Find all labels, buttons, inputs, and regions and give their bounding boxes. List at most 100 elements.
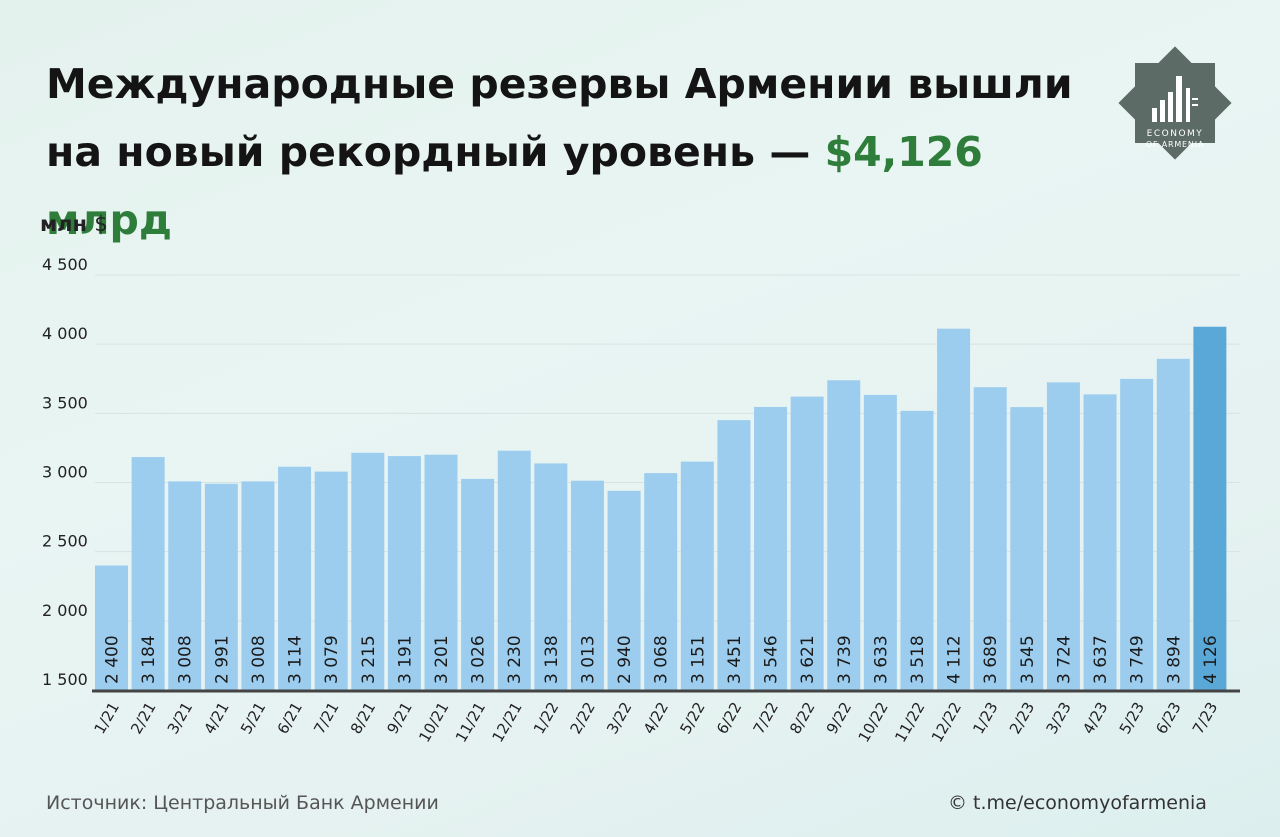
- x-tick-label-6-21: 6/21: [274, 699, 306, 737]
- x-tick-label-5-23: 5/23: [1116, 699, 1148, 737]
- bar-7-23: [1193, 326, 1227, 690]
- bar-2-23: [1010, 407, 1044, 690]
- x-tick-label-4-23: 4/23: [1079, 699, 1111, 737]
- value-label-6-21: 3 114: [286, 635, 306, 684]
- x-tick-label-6-23: 6/23: [1152, 699, 1184, 737]
- y-axis-unit-label: млн $: [40, 212, 108, 236]
- value-label-8-21: 3 215: [359, 635, 379, 684]
- x-tick-label-2-22: 2/22: [566, 699, 598, 737]
- telegram-credit[interactable]: © t.me/economyofarmenia: [948, 792, 1207, 814]
- value-label-4-21: 2 991: [212, 635, 232, 684]
- x-tick-label-3-22: 3/22: [603, 699, 635, 737]
- value-label-1-23: 3 689: [981, 635, 1001, 684]
- x-tick-label-9-22: 9/22: [823, 699, 855, 737]
- y-tick-label-2: 2 500: [42, 532, 88, 551]
- bar-2-22: [570, 480, 604, 690]
- y-tick-label-3: 3 000: [42, 463, 88, 482]
- bar-2-21: [131, 457, 165, 690]
- y-tick-label-6: 4 500: [42, 255, 88, 274]
- logo-text-line1: ECONOMY: [1147, 129, 1204, 139]
- bar-10-22: [863, 394, 897, 690]
- bar-9-21: [387, 456, 421, 690]
- value-label-5-22: 3 151: [688, 635, 708, 684]
- bar-12-21: [497, 450, 531, 690]
- x-tick-label-3-21: 3/21: [164, 699, 196, 737]
- x-tick-label-7-21: 7/21: [310, 699, 342, 737]
- x-tick-label-6-22: 6/22: [713, 699, 745, 737]
- value-label-5-21: 3 008: [249, 635, 269, 684]
- value-label-9-22: 3 739: [835, 635, 855, 684]
- value-label-11-22: 3 518: [908, 635, 928, 684]
- y-tick-label-5: 4 000: [42, 324, 88, 343]
- value-label-2-23: 3 545: [1018, 635, 1038, 684]
- bar-6-21: [278, 466, 312, 690]
- bar-10-21: [424, 454, 458, 690]
- value-label-3-21: 3 008: [176, 635, 196, 684]
- x-tick-label-8-22: 8/22: [786, 699, 818, 737]
- x-tick-label-2-21: 2/21: [127, 699, 159, 737]
- bar-3-23: [1046, 382, 1080, 690]
- value-label-6-23: 3 894: [1164, 635, 1184, 684]
- value-label-10-22: 3 633: [871, 635, 891, 684]
- bar-3-22: [607, 490, 641, 690]
- value-label-9-21: 3 191: [395, 635, 415, 684]
- x-tick-label-11-21: 11/21: [452, 699, 489, 745]
- bar-5-22: [680, 461, 714, 690]
- value-label-3-22: 2 940: [615, 635, 635, 684]
- value-label-12-21: 3 230: [505, 635, 525, 684]
- reserves-bar-chart: 1 500 2 000 2 500 3 000 3 500 4 000 4 500 2 400…: [42, 255, 1240, 745]
- x-tick-label-10-21: 10/21: [415, 699, 452, 745]
- x-tick-label-2-23: 2/23: [1006, 699, 1038, 737]
- value-label-4-22: 3 068: [652, 635, 672, 684]
- value-label-11-21: 3 026: [469, 635, 489, 684]
- bar-11-21: [461, 478, 495, 690]
- title-main: Международные резервы Армении вышли на н…: [46, 60, 1073, 176]
- x-tick-label-7-22: 7/22: [750, 699, 782, 737]
- x-tick-label-5-21: 5/21: [237, 699, 269, 737]
- x-tick-label-7-23: 7/23: [1189, 699, 1221, 737]
- bar-7-22: [754, 406, 788, 690]
- value-label-7-22: 3 546: [762, 635, 782, 684]
- bar-6-22: [717, 420, 751, 690]
- x-tick-label-10-22: 10/22: [855, 699, 892, 745]
- x-tick-label-4-21: 4/21: [200, 699, 232, 737]
- value-label-7-23: 4 126: [1201, 635, 1221, 684]
- y-tick-label-1: 2 000: [42, 601, 88, 620]
- x-tick-label-8-21: 8/21: [347, 699, 379, 737]
- bar-11-22: [900, 410, 934, 690]
- page-title: Международные резервы Армении вышли на н…: [46, 50, 1086, 254]
- x-tick-label-12-22: 12/22: [928, 699, 965, 745]
- x-tick-label-4-22: 4/22: [640, 699, 672, 737]
- x-tick-label-5-22: 5/22: [676, 699, 708, 737]
- y-tick-label-0: 1 500: [42, 670, 88, 689]
- bar-4-23: [1083, 394, 1117, 690]
- bar-5-23: [1120, 378, 1154, 690]
- value-label-7-21: 3 079: [322, 635, 342, 684]
- value-label-6-22: 3 451: [725, 635, 745, 684]
- bar-3-21: [168, 481, 202, 690]
- bar-1-22: [534, 463, 568, 690]
- bar-1-21: [95, 565, 128, 690]
- bar-6-23: [1156, 358, 1190, 690]
- value-label-2-22: 3 013: [578, 635, 598, 684]
- value-label-5-23: 3 749: [1128, 635, 1148, 684]
- y-tick-label-4: 3 500: [42, 393, 88, 412]
- value-label-10-21: 3 201: [432, 635, 452, 684]
- x-tick-label-1-21: 1/21: [91, 699, 123, 737]
- x-tick-label-9-21: 9/21: [383, 699, 415, 737]
- bar-4-22: [644, 473, 678, 690]
- copyright-icon: ©: [948, 792, 967, 814]
- bar-1-23: [973, 387, 1007, 690]
- value-label-2-21: 3 184: [139, 635, 159, 684]
- logo-text-line2: OF ARMENIA: [1146, 140, 1204, 149]
- bar-5-21: [241, 481, 275, 690]
- x-tick-label-1-23: 1/23: [969, 699, 1001, 737]
- bar-4-21: [204, 483, 238, 690]
- x-tick-label-3-23: 3/23: [1042, 699, 1074, 737]
- bar-7-21: [314, 471, 348, 690]
- value-label-4-23: 3 637: [1091, 635, 1111, 684]
- source-note: Источник: Центральный Банк Армении: [46, 792, 439, 814]
- x-tick-label-12-21: 12/21: [489, 699, 526, 745]
- value-label-12-22: 4 112: [945, 635, 965, 684]
- economy-of-armenia-logo: ECONOMY OF ARMENIA: [1118, 46, 1232, 160]
